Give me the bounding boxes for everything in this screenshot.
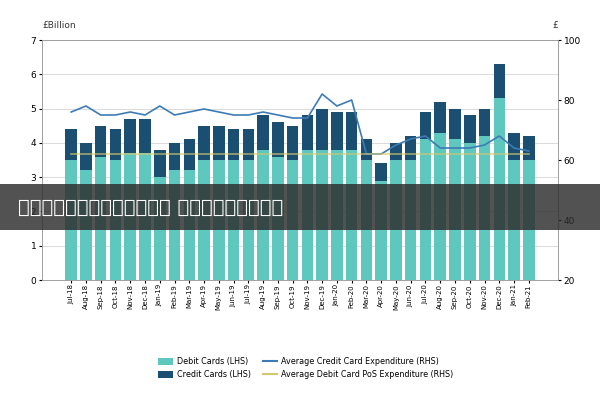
Bar: [169, 143, 180, 170]
Bar: [405, 136, 416, 160]
Bar: [390, 160, 402, 280]
Bar: [420, 140, 431, 280]
Bar: [287, 160, 298, 280]
Text: 政策面、基本面、资金面共振 资本市场获有力支撑: 政策面、基本面、资金面共振 资本市场获有力支撑: [18, 198, 283, 216]
Bar: [154, 177, 166, 280]
Bar: [95, 126, 106, 156]
Bar: [257, 150, 269, 280]
Bar: [434, 132, 446, 280]
Bar: [242, 129, 254, 160]
Bar: [257, 116, 269, 150]
Bar: [464, 143, 476, 280]
Bar: [449, 140, 461, 280]
Bar: [213, 126, 224, 160]
Bar: [405, 160, 416, 280]
Bar: [198, 160, 210, 280]
Bar: [346, 112, 358, 150]
Bar: [124, 119, 136, 153]
Bar: [494, 64, 505, 98]
Bar: [272, 156, 284, 280]
Bar: [494, 98, 505, 280]
Bar: [361, 140, 372, 160]
Bar: [228, 160, 239, 280]
Bar: [80, 143, 92, 170]
Bar: [184, 170, 195, 280]
Bar: [376, 164, 387, 180]
Bar: [124, 153, 136, 280]
Bar: [376, 180, 387, 280]
Bar: [110, 160, 121, 280]
Bar: [479, 108, 490, 136]
Bar: [390, 143, 402, 160]
Bar: [464, 116, 476, 143]
Bar: [65, 160, 77, 280]
Bar: [302, 116, 313, 150]
Bar: [110, 129, 121, 160]
Bar: [80, 170, 92, 280]
Bar: [420, 112, 431, 140]
Bar: [169, 170, 180, 280]
Bar: [316, 108, 328, 150]
Bar: [316, 150, 328, 280]
Bar: [479, 136, 490, 280]
Text: £: £: [552, 22, 558, 30]
Bar: [508, 132, 520, 160]
Bar: [434, 102, 446, 132]
Bar: [346, 150, 358, 280]
Bar: [139, 119, 151, 153]
Bar: [65, 129, 77, 160]
Bar: [228, 129, 239, 160]
Bar: [361, 160, 372, 280]
Bar: [331, 112, 343, 150]
Bar: [331, 150, 343, 280]
Legend: Debit Cards (LHS), Credit Cards (LHS), Average Credit Card Expenditure (RHS), Av: Debit Cards (LHS), Credit Cards (LHS), A…: [158, 357, 454, 379]
Bar: [508, 160, 520, 280]
Bar: [523, 160, 535, 280]
Bar: [198, 126, 210, 160]
Bar: [213, 160, 224, 280]
Bar: [287, 126, 298, 160]
Bar: [449, 108, 461, 140]
Bar: [184, 140, 195, 170]
Bar: [95, 156, 106, 280]
Bar: [139, 153, 151, 280]
Bar: [272, 122, 284, 156]
Bar: [523, 136, 535, 160]
Bar: [242, 160, 254, 280]
Bar: [154, 150, 166, 177]
Text: £Billion: £Billion: [42, 22, 76, 30]
Bar: [302, 150, 313, 280]
